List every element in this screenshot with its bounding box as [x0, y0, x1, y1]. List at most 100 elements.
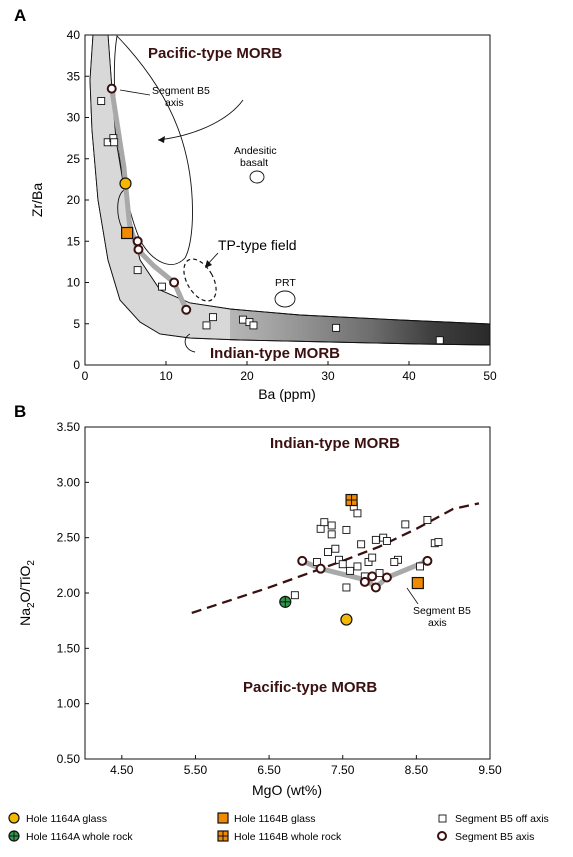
segment-b5-leader-b: [406, 587, 419, 605]
point-b-segment-off-axis: [324, 548, 332, 557]
points-a: [97, 83, 444, 345]
legend-item-1164a-whole: Hole 1164A whole rock: [8, 830, 133, 843]
x-tick-label-b: 5.50: [184, 763, 208, 777]
andesitic-label-1: Andesitic: [234, 145, 277, 157]
point-b-segment-off-axis: [342, 583, 351, 592]
legend-item-1164b-whole: Hole 1164B whole rock: [217, 830, 342, 843]
legend-item-segment-off-axis: Segment B5 off axis: [438, 813, 549, 825]
point-b-segment-axis: [381, 572, 392, 583]
point-a-segment-off-axis: [110, 138, 119, 147]
point-b-segment-off-axis: [434, 538, 443, 547]
point-b-segment-off-axis: [368, 553, 377, 562]
point-b-segment-off-axis: [316, 524, 325, 533]
y-tick-label-a: 15: [67, 234, 81, 248]
point-b-segment-axis: [315, 563, 326, 574]
legend-item-1164a-glass: Hole 1164A glass: [8, 812, 107, 825]
y-tick-label-b: 0.50: [57, 752, 81, 766]
point-b-segment-off-axis: [327, 521, 336, 530]
y-tick-label-a: 25: [67, 152, 81, 166]
point-a-segment-off-axis: [97, 97, 106, 105]
point-b-segment-axis: [359, 576, 370, 587]
segment-label-b-2: axis: [428, 617, 447, 629]
x-tick-label-a: 50: [483, 369, 497, 383]
y-tick-label-b: 3.00: [57, 475, 81, 489]
point-a-segment-off-axis: [249, 321, 258, 330]
legend-text-axis: Segment B5 axis: [455, 831, 534, 843]
x-axis-label-a: Ba (ppm): [258, 386, 316, 402]
point-b-hole-1164b-whole-rock-cross: [346, 494, 358, 506]
y-tick-label-a: 30: [67, 111, 81, 125]
legend-cross-1164a: [9, 831, 19, 841]
point-b-segment-off-axis: [342, 525, 351, 534]
y-tick-label-a: 20: [67, 193, 81, 207]
point-b-segment-off-axis: [371, 535, 380, 544]
ticks-a: 0 10 20 30 40 50 0 5 10 15 20 25 30 35 40: [67, 28, 497, 383]
point-b-segment-off-axis: [382, 537, 391, 545]
point-b-segment-axis: [370, 582, 381, 593]
point-a-segment-off-axis: [133, 266, 142, 275]
legend-marker-off-axis: [438, 814, 447, 823]
y-tick-label-a: 35: [67, 69, 81, 83]
y-tick-label-a: 5: [73, 317, 80, 331]
point-b-segment-off-axis: [357, 540, 366, 549]
dashed-boundary: [191, 502, 480, 615]
legend-marker-axis: [437, 831, 447, 841]
indian-type-field-outline: [89, 35, 490, 346]
point-a-segment-off-axis: [209, 313, 217, 322]
prt-field: [274, 290, 296, 308]
x-tick-label-b: 6.50: [257, 763, 281, 777]
x-tick-label-a: 10: [159, 369, 173, 383]
point-b-segment-off-axis: [353, 562, 362, 571]
y-axis-label-a: Zr/Ba: [29, 183, 45, 217]
point-b-segment-off-axis: [331, 544, 340, 553]
x-tick-label-b: 4.50: [110, 763, 134, 777]
point-a-hole-1164b-glass: [121, 226, 134, 240]
point-a-segment-axis: [169, 277, 180, 288]
legend-item-segment-axis: Segment B5 axis: [437, 831, 534, 843]
legend-marker-1164a-glass: [8, 812, 20, 824]
segment-label-b-1: Segment B5: [413, 605, 471, 617]
point-a-segment-off-axis: [157, 282, 166, 291]
indian-label-b: Indian-type MORB: [270, 435, 400, 452]
indian-label-a: Indian-type MORB: [210, 345, 340, 362]
legend: Hole 1164A glass Hole 1164A whole rock H…: [8, 812, 549, 843]
point-a-hole-1164a-glass: [119, 177, 132, 190]
y-tick-label-b: 2.00: [57, 586, 81, 600]
point-b-segment-off-axis: [327, 530, 336, 539]
indian-type-field-light: [90, 35, 230, 340]
legend-cross-1164b: [218, 831, 228, 841]
segment-label-a-2: axis: [165, 97, 184, 109]
point-a-segment-axis: [106, 83, 117, 94]
panel-a-letter: A: [14, 6, 26, 25]
legend-text-1164a-whole: Hole 1164A whole rock: [26, 831, 133, 843]
indian-label-bump: [184, 333, 196, 353]
panel-b: B 4.50 5.50 6.50 7.50 8.50 9.50 0.50 1.00 1.50 2.…: [14, 402, 502, 798]
ticks-b: 4.50 5.50 6.50 7.50 8.50 9.50 0.50 1.00 1.50 2.00…: [57, 420, 502, 777]
pacific-label-b: Pacific-type MORB: [243, 679, 377, 696]
tp-label: TP-type field: [218, 237, 297, 253]
point-b-segment-off-axis: [290, 591, 299, 600]
y-tick-label-b: 2.50: [57, 531, 81, 545]
point-b-segment-off-axis: [423, 516, 432, 524]
point-b-segment-off-axis: [390, 558, 399, 566]
y-tick-label-a: 0: [73, 358, 80, 372]
y-tick-label-b: 1.50: [57, 641, 81, 655]
points-b: [279, 493, 443, 626]
segment-b5-arrow-a: [157, 99, 244, 141]
point-b-hole-1164a-whole-rock-cross: [280, 596, 291, 607]
tp-arrowhead: [205, 260, 212, 268]
y-tick-label-b: 1.00: [57, 697, 81, 711]
x-tick-label-b: 8.50: [405, 763, 429, 777]
point-b-segment-axis: [367, 571, 378, 582]
y-tick-label-a: 10: [67, 276, 81, 290]
andesitic-label-2: basalt: [240, 157, 268, 169]
x-tick-label-a: 40: [402, 369, 416, 383]
legend-marker-1164b-glass: [217, 812, 229, 824]
plot-frame-b: [84, 426, 491, 760]
pacific-label-a: Pacific-type MORB: [148, 45, 282, 62]
point-a-segment-axis: [133, 244, 144, 255]
point-a-segment-off-axis: [435, 336, 444, 345]
legend-text-1164b-whole: Hole 1164B whole rock: [234, 831, 342, 843]
point-b-segment-axis: [297, 555, 308, 566]
